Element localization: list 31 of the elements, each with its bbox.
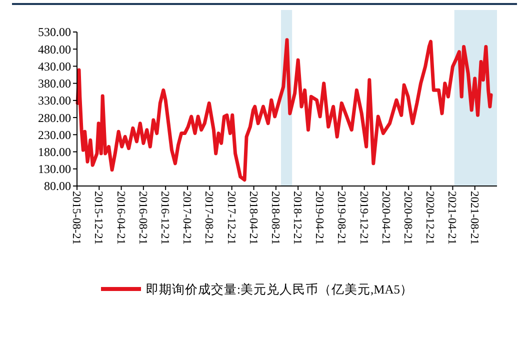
- y-tick-label: 480.00: [38, 42, 71, 56]
- legend-label: 即期询价成交量:美元兑人民币（亿美元,MA5）: [146, 281, 413, 296]
- x-tick-label: 2020-04-21: [379, 191, 392, 245]
- y-tick-label: 530.00: [38, 25, 71, 40]
- x-tick-label: 2021-04-21: [446, 191, 458, 245]
- x-tick-label: 2017-04-21: [180, 191, 193, 245]
- x-tick-label: 2020-08-21: [402, 191, 414, 245]
- x-tick-label: 2017-08-21: [202, 191, 215, 245]
- x-tick-label: 2015-12-21: [92, 191, 104, 245]
- x-tick-label: 2018-04-21: [246, 191, 259, 245]
- y-tick-label: 430.00: [38, 59, 71, 74]
- x-tick-label: 2021-08-21: [468, 191, 480, 245]
- x-tick-label: 2016-12-21: [158, 191, 171, 245]
- y-tick-label: 80.00: [44, 179, 71, 194]
- x-tick-label: 2018-08-21: [268, 191, 281, 245]
- line-series: [76, 38, 493, 182]
- y-tick-label: 130.00: [38, 162, 71, 176]
- y-tick-label: 180.00: [38, 144, 71, 159]
- x-tick-label: 2020-12-21: [424, 191, 436, 245]
- y-tick-label: 230.00: [38, 128, 71, 142]
- x-tick-label: 2018-12-21: [291, 191, 304, 245]
- x-tick-label: 2017-12-21: [224, 191, 237, 245]
- y-tick-label: 280.00: [38, 110, 71, 125]
- x-tick-label: 2015-08-21: [70, 191, 82, 245]
- x-tick-label: 2016-08-21: [136, 191, 148, 245]
- x-tick-label: 2019-04-21: [313, 191, 326, 245]
- y-tick-label: 330.00: [38, 94, 71, 108]
- x-tick-label: 2019-08-21: [335, 191, 348, 245]
- x-tick-label: 2019-12-21: [357, 191, 370, 245]
- y-tick-label: 380.00: [38, 76, 71, 91]
- x-tick-label: 2016-04-21: [114, 191, 126, 245]
